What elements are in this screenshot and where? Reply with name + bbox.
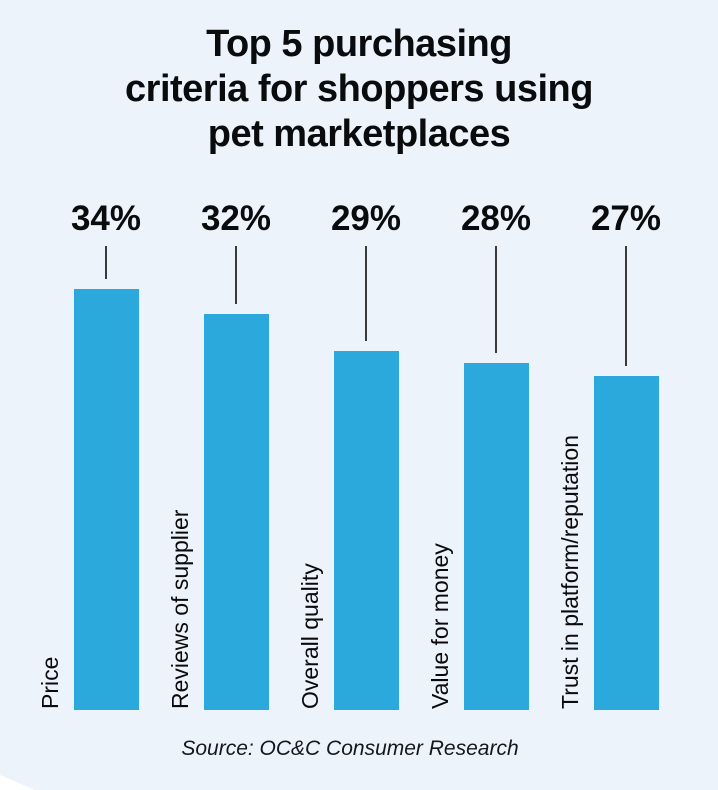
value-connector-line (495, 246, 497, 354)
category-label: Overall quality (296, 563, 323, 709)
category-label: Value for money (426, 543, 453, 709)
category-label: Price (36, 656, 63, 709)
value-connector-line (235, 246, 237, 304)
value-connector-line (625, 246, 627, 366)
chart-title-line: pet marketplaces (207, 113, 511, 155)
value-label: 28% (460, 199, 532, 238)
value-label: 32% (200, 199, 272, 238)
category-label: Trust in platform/reputation (556, 435, 583, 709)
bar (73, 289, 139, 710)
bar (333, 350, 399, 710)
source-attribution: Source: OC&C Consumer Research (181, 737, 519, 760)
bar (203, 313, 269, 710)
bar (593, 375, 659, 710)
value-label: 29% (330, 199, 402, 238)
value-connector-line (365, 246, 367, 341)
chart-title: Top 5 purchasing criteria for shoppers u… (0, 22, 718, 157)
chart-title-line: criteria for shoppers using (125, 68, 593, 110)
bar (463, 363, 529, 710)
value-connector-line (105, 246, 107, 279)
value-label: 34% (70, 199, 142, 238)
category-label: Reviews of supplier (166, 509, 193, 709)
chart-title-line: Top 5 purchasing (206, 23, 512, 65)
bar-chart: 34% Price 32% Reviews of supplier 29% Overall… (36, 199, 662, 710)
value-label: 27% (590, 199, 662, 238)
